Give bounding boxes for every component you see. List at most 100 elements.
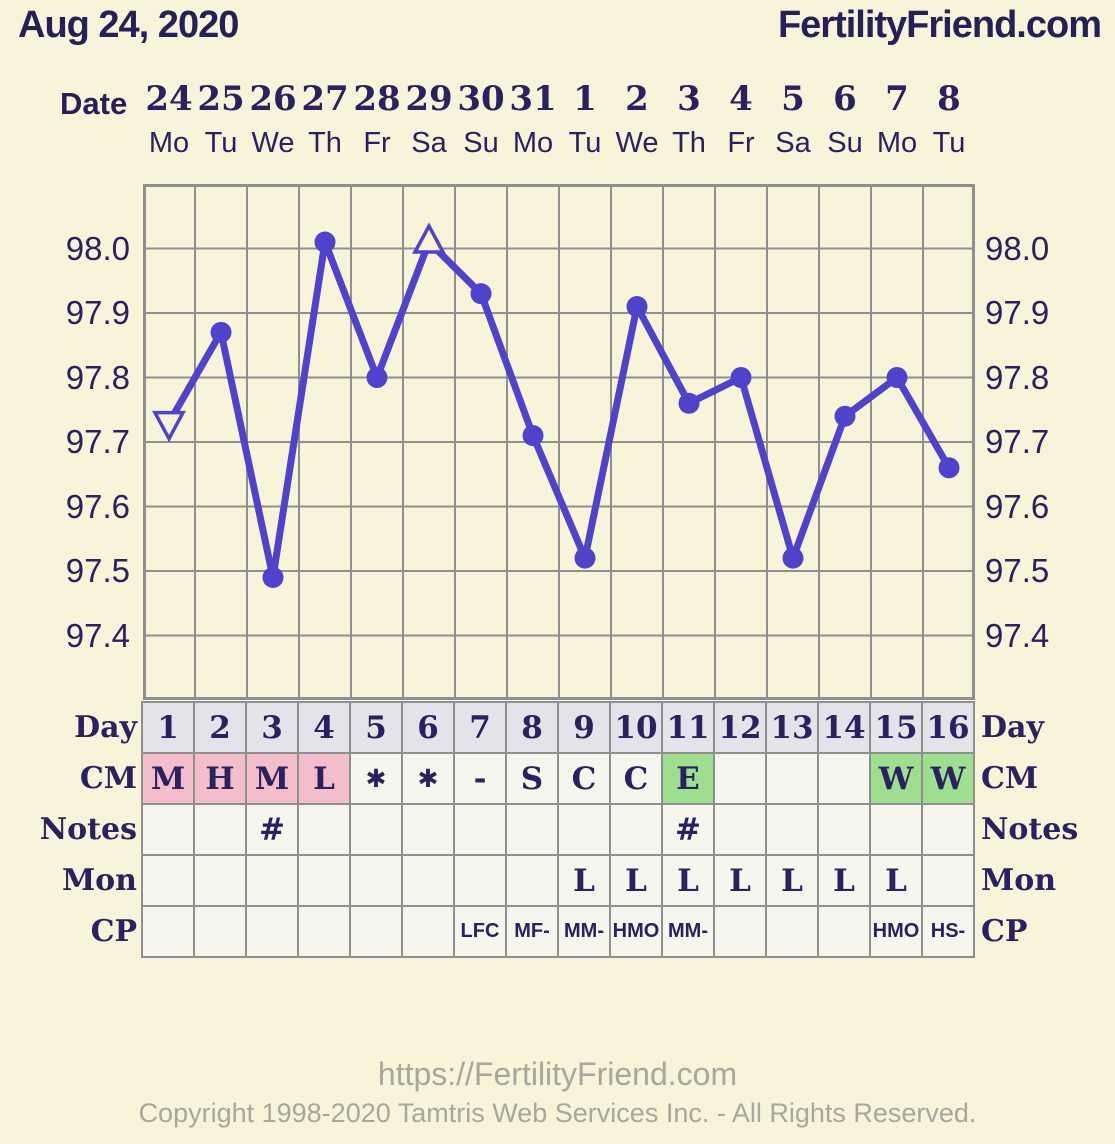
cm-cell: C — [611, 754, 661, 803]
weekday-cell: We — [251, 127, 295, 159]
mon-cell — [507, 856, 557, 905]
mon-cell — [299, 856, 349, 905]
date-cell: 3 — [677, 79, 701, 119]
day-cell: 9 — [559, 703, 609, 752]
cm-cell: ✱ — [403, 754, 453, 803]
notes-cell — [871, 805, 921, 854]
date-cell: 28 — [353, 79, 401, 119]
cp-cell: MF- — [507, 907, 557, 956]
temperature-plot-area — [143, 184, 975, 700]
weekday-cell: Tu — [204, 127, 238, 159]
site-logo-text: FertilityFriend.com — [777, 4, 1102, 46]
footer-copyright: Copyright 1998-2020 Tamtris Web Services… — [138, 1098, 977, 1128]
daily-data-table: 1 2 3 4 5 6 7 8 9 10 11 12 13 14 15 16 M H M L ✱ ✱ - S C C E W W # # L L… — [141, 701, 975, 958]
data-point-marker — [730, 367, 752, 388]
day-cell: 13 — [767, 703, 817, 752]
notes-cell — [507, 805, 557, 854]
date-cell: 5 — [781, 79, 805, 119]
row-label-mon-left: Mon — [61, 863, 137, 898]
date-cell: 31 — [509, 79, 557, 119]
row-label-cm-left: CM — [79, 761, 137, 796]
weekday-cell: Tu — [932, 127, 966, 159]
y-axis-label-right: 97.8 — [985, 358, 1050, 396]
cm-cell: W — [871, 754, 921, 803]
day-cell: 4 — [299, 703, 349, 752]
weekday-cell: Mo — [148, 127, 190, 159]
cm-cell — [715, 754, 765, 803]
notes-cell — [819, 805, 869, 854]
date-cell: 1 — [573, 79, 597, 119]
cm-cell: L — [299, 754, 349, 803]
row-label-notes-right: Notes — [981, 812, 1079, 847]
mon-cell: L — [819, 856, 869, 905]
mon-cell — [247, 856, 297, 905]
day-cell: 1 — [143, 703, 193, 752]
cm-cell: C — [559, 754, 609, 803]
y-axis-label-left: 97.9 — [65, 294, 130, 331]
day-cell: 10 — [611, 703, 661, 752]
notes-cell — [195, 805, 245, 854]
weekday-row: Mo Tu We Th Fr Sa Su Mo Tu We Th Fr Sa Su Mo Tu — [143, 124, 975, 162]
mon-cell: L — [871, 856, 921, 905]
date-cell: 24 — [145, 79, 193, 119]
row-label-cp-right: CP — [981, 914, 1028, 949]
y-axis-label-left: 97.4 — [65, 616, 130, 654]
cp-cell — [299, 907, 349, 956]
cp-cell: MM- — [559, 907, 609, 956]
data-point-marker — [834, 405, 856, 427]
cp-cell: HS- — [923, 907, 973, 956]
mon-cell — [143, 856, 193, 905]
cm-cell — [819, 754, 869, 803]
data-point-marker — [886, 367, 908, 388]
weekday-cell: Fr — [727, 127, 755, 159]
date-cell: 7 — [885, 79, 909, 119]
date-cell: 25 — [197, 79, 245, 119]
y-axis-label-left: 97.6 — [65, 487, 130, 525]
mon-cell: L — [767, 856, 817, 905]
notes-cell — [715, 805, 765, 854]
date-cell: 4 — [729, 79, 753, 119]
weekday-cell: Mo — [512, 127, 554, 159]
date-numbers-row: 24 25 26 27 28 29 30 31 1 2 3 4 5 6 7 8 — [143, 76, 975, 122]
plot-border — [143, 184, 975, 700]
notes-cell: # — [663, 805, 713, 854]
day-cell: 11 — [663, 703, 713, 752]
data-point-marker — [678, 392, 700, 414]
date-cell: 27 — [301, 79, 349, 119]
mon-cell — [403, 856, 453, 905]
notes-cell — [455, 805, 505, 854]
y-axis-label-right: 97.7 — [985, 423, 1050, 460]
weekday-cell: Tu — [568, 127, 602, 159]
y-axis-label-left: 98.0 — [65, 229, 130, 267]
y-axis-label-right: 97.6 — [985, 487, 1050, 525]
notes-cell — [299, 805, 349, 854]
day-cell: 15 — [871, 703, 921, 752]
cm-cell: - — [455, 754, 505, 803]
cp-cell: HMO — [611, 907, 661, 956]
weekday-cell: Th — [672, 127, 706, 159]
row-label-cm-right: CM — [981, 761, 1039, 796]
notes-cell — [611, 805, 661, 854]
cp-cell: MM- — [663, 907, 713, 956]
weekday-cell: Sa — [775, 127, 811, 159]
cm-cell: W — [923, 754, 973, 803]
weekday-cell: Sa — [411, 127, 447, 159]
mon-cell: L — [663, 856, 713, 905]
data-point-marker — [210, 321, 232, 343]
date-cell: 26 — [249, 79, 297, 119]
y-axis-label-left: 97.8 — [65, 358, 130, 396]
data-point-marker-triangle-up — [412, 222, 446, 254]
data-point-marker — [522, 425, 544, 447]
day-cell: 12 — [715, 703, 765, 752]
temperature-chart-svg — [143, 184, 975, 700]
chart-start-date-title: Aug 24, 2020 — [18, 4, 239, 46]
weekday-cell: Su — [463, 127, 499, 159]
cp-cell — [819, 907, 869, 956]
date-cell: 29 — [405, 79, 453, 119]
footer-url-text: https://FertilityFriend.com — [377, 1056, 738, 1092]
row-label-cp-left: CP — [90, 914, 137, 949]
notes-cell — [923, 805, 973, 854]
cp-cell — [403, 907, 453, 956]
data-point-marker — [938, 457, 960, 479]
